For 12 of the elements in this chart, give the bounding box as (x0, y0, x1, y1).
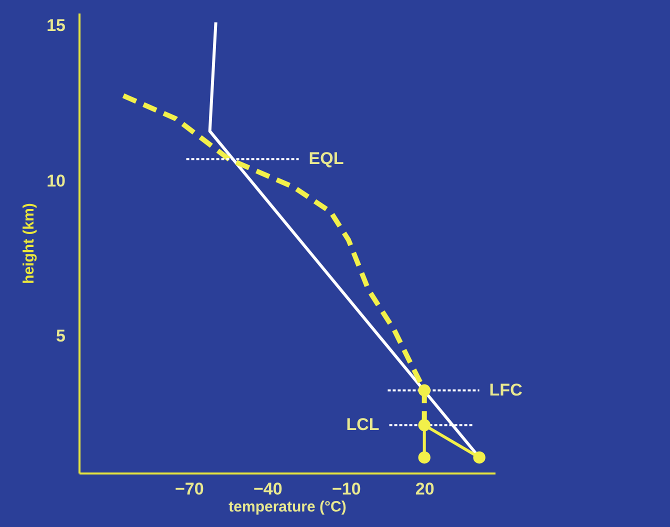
x-tick-label: −10 (332, 480, 361, 498)
y-tick-label: 10 (46, 171, 66, 190)
y-axis-title: height (km) (20, 203, 38, 284)
annotation: EQL (308, 149, 344, 168)
x-tick-label: −70 (174, 480, 204, 498)
annotation: LCL (346, 415, 380, 434)
annotation: LFC (489, 380, 522, 400)
y-tick-label: 5 (56, 326, 66, 346)
x-axis-title: temperature (°C) (228, 498, 346, 516)
x-tick-label: −40 (253, 480, 282, 498)
x-tick-label: 20 (415, 480, 434, 498)
y-tick-label: 15 (46, 16, 66, 35)
